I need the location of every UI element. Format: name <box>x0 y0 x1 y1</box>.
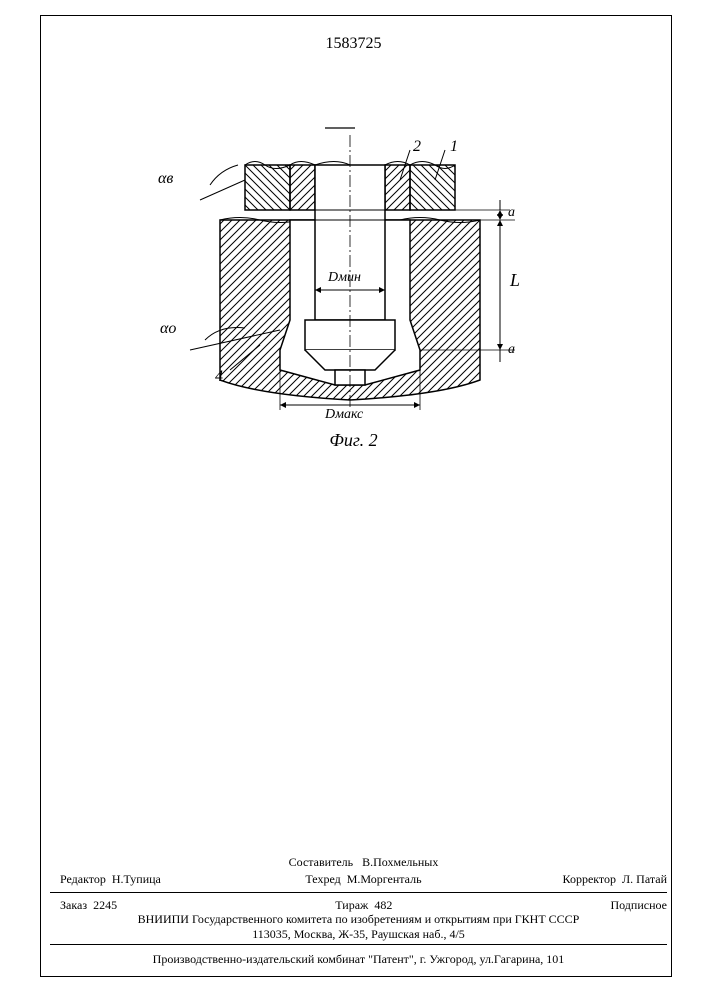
alpha-b: αв <box>158 170 173 188</box>
tirazh-label: Тираж <box>335 898 368 912</box>
figure-2: 1 2 4 αв αо Dмин Dмакс L a a <box>150 110 550 440</box>
corrector-label: Корректор <box>563 872 617 886</box>
ref-2: 2 <box>413 138 421 156</box>
order-label: Заказ <box>60 898 87 912</box>
figure-caption: Фиг. 2 <box>0 430 707 451</box>
divider-2 <box>50 944 667 945</box>
dim-a-bot: a <box>508 342 515 358</box>
compiler-label: Составитель <box>289 855 353 869</box>
vniipi-line1: ВНИИПИ Государственного комитета по изоб… <box>50 912 667 927</box>
vniipi-line2: 113035, Москва, Ж-35, Раушская наб., 4/5 <box>50 927 667 942</box>
subscription: Подписное <box>610 898 667 913</box>
vniipi-block: ВНИИПИ Государственного комитета по изоб… <box>50 912 667 942</box>
corrector-name: Л. Патай <box>622 872 667 886</box>
patent-number: 1583725 <box>0 35 707 53</box>
dim-l: L <box>510 270 520 291</box>
divider-1 <box>50 892 667 893</box>
d-max: Dмакс <box>325 407 363 423</box>
ref-1: 1 <box>450 138 458 156</box>
alpha-o: αо <box>160 320 176 338</box>
editor-name: Н.Тупица <box>112 872 161 886</box>
compiler-name: В.Похмельных <box>362 855 438 869</box>
techred-label: Техред <box>305 872 340 886</box>
editor-label: Редактор <box>60 872 106 886</box>
order-num: 2245 <box>93 898 117 912</box>
order-row: Заказ 2245 Тираж 482 Подписное <box>60 898 667 913</box>
credits-block: Составитель В.Похмельных Редактор Н.Тупи… <box>60 855 667 889</box>
tirazh-num: 482 <box>374 898 392 912</box>
ref-4: 4 <box>215 368 223 386</box>
publisher: Производственно-издательский комбинат "П… <box>50 952 667 967</box>
dim-a-top: a <box>508 205 515 221</box>
techred-name: М.Моргенталь <box>347 872 422 886</box>
d-min: Dмин <box>328 270 361 286</box>
